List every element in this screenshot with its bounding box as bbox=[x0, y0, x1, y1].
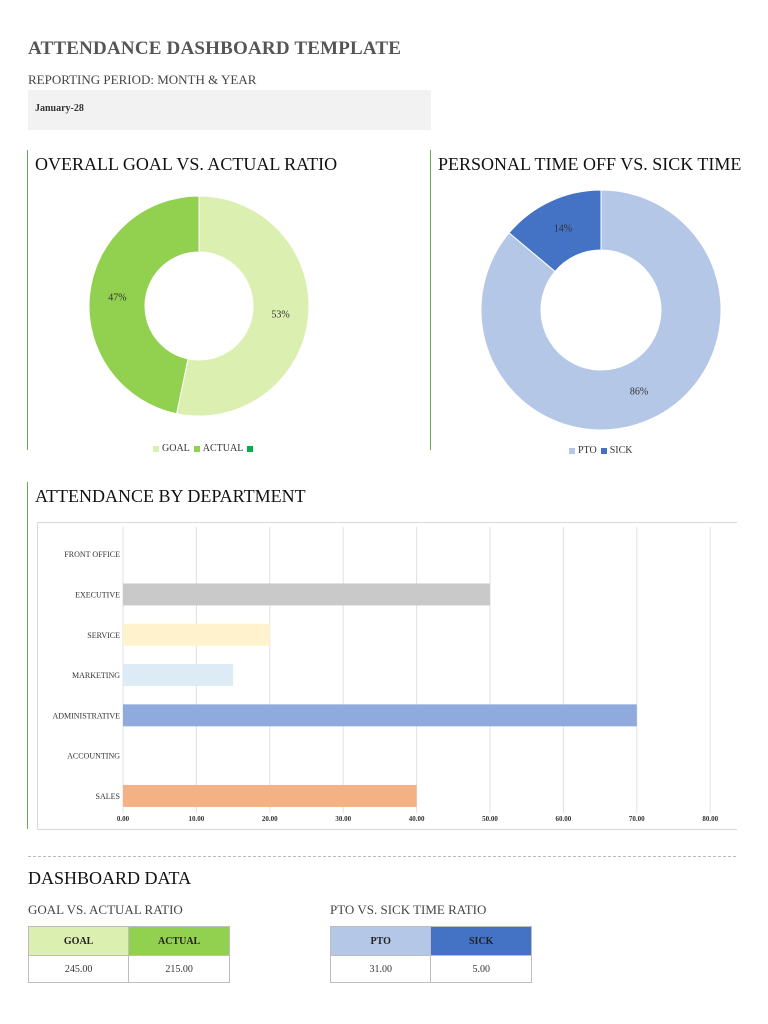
pto-sick-table: PTO SICK 31.00 5.00 bbox=[329, 926, 532, 983]
goal-vs-actual-legend: GOAL ACTUAL bbox=[153, 443, 254, 454]
x-tick-label: 20.00 bbox=[262, 815, 278, 823]
pto-donut-slice-pto bbox=[480, 189, 722, 431]
pto-value-cell[interactable]: 31.00 bbox=[329, 955, 432, 983]
x-tick-label: 80.00 bbox=[702, 815, 718, 823]
bar-marketing bbox=[123, 664, 234, 687]
actual-header: ACTUAL bbox=[128, 926, 230, 956]
table-header-row: GOAL ACTUAL bbox=[27, 926, 230, 956]
sick-value-cell[interactable]: 5.00 bbox=[430, 955, 532, 983]
legend-pto-label: PTO bbox=[578, 445, 597, 456]
bar-service bbox=[123, 623, 270, 646]
x-tick-label: 10.00 bbox=[189, 815, 205, 823]
goal-header: GOAL bbox=[27, 926, 130, 956]
pto-donut-label-pto: 86% bbox=[630, 387, 648, 398]
y-category-label: FRONT OFFICE bbox=[64, 550, 120, 559]
legend-extra-swatch bbox=[247, 445, 254, 452]
x-tick-label: 40.00 bbox=[409, 815, 425, 823]
y-category-label: EXECUTIVE bbox=[75, 590, 120, 599]
goal-donut-label-actual: 47% bbox=[108, 293, 126, 304]
legend-pto-swatch bbox=[569, 447, 575, 454]
attendance-by-department-title: ATTENDANCE BY DEPARTMENT bbox=[35, 486, 306, 506]
goal-donut-slice-goal bbox=[176, 195, 310, 417]
y-category-label: ADMINISTRATIVE bbox=[52, 711, 120, 720]
legend-sick: SICK bbox=[600, 445, 633, 456]
legend-goal-label: GOAL bbox=[162, 443, 190, 454]
page-title: ATTENDANCE DASHBOARD TEMPLATE bbox=[28, 38, 402, 59]
actual-value-cell[interactable]: 215.00 bbox=[128, 955, 230, 983]
y-category-label: MARKETING bbox=[72, 671, 120, 680]
goal-donut-label-goal: 53% bbox=[271, 309, 289, 320]
x-tick-label: 50.00 bbox=[482, 815, 498, 823]
bar-executive bbox=[123, 583, 490, 606]
goal-vs-actual-title: OVERALL GOAL VS. ACTUAL RATIO bbox=[35, 154, 338, 174]
legend-actual-swatch bbox=[193, 445, 200, 452]
x-tick-label: 70.00 bbox=[629, 815, 645, 823]
y-category-label: ACCOUNTING bbox=[67, 752, 120, 761]
sick-header: SICK bbox=[430, 926, 532, 956]
x-tick-label: 60.00 bbox=[556, 815, 572, 823]
legend-sick-swatch bbox=[600, 447, 607, 454]
legend-extra bbox=[247, 445, 254, 452]
table-header-row: PTO SICK bbox=[329, 926, 532, 956]
pto-header: PTO bbox=[329, 926, 432, 956]
bar-chart-frame: 0.00 10.00 20.00 30.00 40.00 50.00 60.00 70.00 8… bbox=[37, 522, 737, 830]
legend-actual: ACTUAL bbox=[193, 443, 244, 454]
y-category-label: SERVICE bbox=[87, 631, 120, 640]
reporting-period-label: REPORTING PERIOD: MONTH & YEAR bbox=[28, 72, 257, 87]
table-row: 245.00 215.00 bbox=[27, 955, 230, 983]
dashboard-data-title: DASHBOARD DATA bbox=[28, 868, 192, 888]
legend-goal-swatch bbox=[153, 445, 159, 452]
goal-vs-actual-panel: OVERALL GOAL VS. ACTUAL RATIO 53% 47% GOA… bbox=[27, 150, 408, 454]
bar-administrative bbox=[123, 704, 637, 727]
pto-vs-sick-panel: PERSONAL TIME OFF VS. SICK TIME 86% 14% P… bbox=[430, 150, 741, 456]
pto-table-label: PTO VS. SICK TIME RATIO bbox=[330, 902, 487, 917]
pto-donut-label-sick: 14% bbox=[554, 223, 572, 234]
attendance-by-department-panel: ATTENDANCE BY DEPARTMENT bbox=[27, 482, 737, 829]
pto-vs-sick-title: PERSONAL TIME OFF VS. SICK TIME bbox=[438, 154, 742, 174]
section-divider bbox=[28, 856, 736, 857]
reporting-period-value: January-28 bbox=[35, 103, 84, 114]
table-row: 31.00 5.00 bbox=[329, 955, 532, 983]
x-tick-label: 30.00 bbox=[335, 815, 351, 823]
pto-vs-sick-legend: PTO SICK bbox=[569, 445, 633, 456]
x-tick-label: 0.00 bbox=[117, 815, 130, 823]
y-category-label: SALES bbox=[96, 792, 120, 801]
goal-table-label: GOAL VS. ACTUAL RATIO bbox=[28, 902, 183, 917]
legend-sick-label: SICK bbox=[609, 445, 633, 456]
goal-value-cell[interactable]: 245.00 bbox=[27, 955, 130, 983]
pto-donut-slice-sick bbox=[508, 189, 602, 273]
goal-actual-table: GOAL ACTUAL 245.00 215.00 bbox=[27, 926, 230, 983]
attendance-bar-chart: 0.00 10.00 20.00 30.00 40.00 50.00 60.00 70.00 8… bbox=[52, 527, 719, 823]
legend-pto: PTO bbox=[569, 445, 597, 456]
legend-actual-label: ACTUAL bbox=[202, 443, 244, 454]
goal-donut-slice-actual bbox=[88, 195, 200, 415]
reporting-period-field[interactable]: January-28 bbox=[28, 90, 431, 130]
bar-sales bbox=[123, 784, 417, 807]
legend-goal: GOAL bbox=[153, 443, 190, 454]
goal-vs-actual-donut-chart: 53% 47% bbox=[88, 195, 310, 417]
pto-vs-sick-donut-chart: 86% 14% bbox=[480, 189, 722, 431]
